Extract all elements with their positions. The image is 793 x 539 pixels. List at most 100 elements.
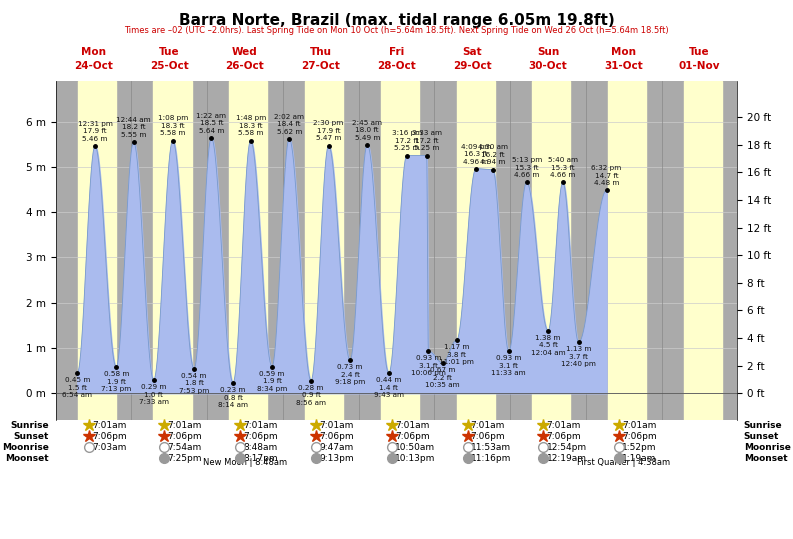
Bar — [381, 81, 419, 420]
Text: 11:16pm: 11:16pm — [471, 453, 511, 462]
Text: 25-Oct: 25-Oct — [150, 61, 189, 71]
Text: 0.93 m
3.1 ft
11:33 am: 0.93 m 3.1 ft 11:33 am — [492, 355, 526, 376]
Text: 11:53am: 11:53am — [471, 443, 511, 452]
Text: Sunrise: Sunrise — [744, 421, 783, 430]
Text: 5:40 am
15.3 ft
4.66 m: 5:40 am 15.3 ft 4.66 m — [548, 157, 578, 178]
Text: Sun: Sun — [537, 46, 559, 57]
Text: 12:19am: 12:19am — [546, 453, 587, 462]
Text: 7:25pm: 7:25pm — [167, 453, 202, 462]
Text: 7:06pm: 7:06pm — [623, 432, 657, 441]
Text: New Moon | 8:48am: New Moon | 8:48am — [203, 458, 287, 467]
Text: 7:01am: 7:01am — [243, 421, 278, 430]
Text: 7:06pm: 7:06pm — [471, 432, 505, 441]
Text: 1:08 pm
18.3 ft
5.58 m: 1:08 pm 18.3 ft 5.58 m — [158, 115, 188, 136]
Text: 7:06pm: 7:06pm — [243, 432, 278, 441]
Text: 0.45 m
1.5 ft
6:54 am: 0.45 m 1.5 ft 6:54 am — [63, 377, 92, 398]
Text: 7:03am: 7:03am — [92, 443, 126, 452]
Text: 7:01am: 7:01am — [395, 421, 429, 430]
Text: 29-Oct: 29-Oct — [453, 61, 492, 71]
Text: 7:01am: 7:01am — [92, 421, 126, 430]
Text: 7:01am: 7:01am — [319, 421, 354, 430]
Text: 5:13 pm
15.3 ft
4.66 m: 5:13 pm 15.3 ft 4.66 m — [511, 157, 542, 178]
Text: 28-Oct: 28-Oct — [377, 61, 416, 71]
Text: 7:01am: 7:01am — [546, 421, 580, 430]
Text: 0.28 m
0.9 ft
8:56 am: 0.28 m 0.9 ft 8:56 am — [296, 385, 326, 406]
Text: 1.17 m
3.8 ft
11:01 pm: 1.17 m 3.8 ft 11:01 pm — [439, 344, 474, 365]
Text: 24-Oct: 24-Oct — [74, 61, 113, 71]
Text: 0.54 m
1.8 ft
7:53 pm: 0.54 m 1.8 ft 7:53 pm — [179, 373, 209, 394]
Bar — [457, 81, 495, 420]
Text: Thu: Thu — [310, 46, 331, 57]
Text: 1.38 m
4.5 ft
12:04 am: 1.38 m 4.5 ft 12:04 am — [531, 335, 565, 356]
Text: First Quarter | 4:38am: First Quarter | 4:38am — [577, 458, 670, 467]
Text: 0.59 m
1.9 ft
8:34 pm: 0.59 m 1.9 ft 8:34 pm — [257, 371, 287, 392]
Bar — [684, 81, 722, 420]
Text: 7:01am: 7:01am — [471, 421, 505, 430]
Text: 27-Oct: 27-Oct — [301, 61, 340, 71]
Text: 0.23 m
0.8 ft
8:14 am: 0.23 m 0.8 ft 8:14 am — [218, 387, 248, 408]
Text: 7:06pm: 7:06pm — [546, 432, 581, 441]
Text: 10:50am: 10:50am — [395, 443, 435, 452]
Text: 1:52pm: 1:52pm — [623, 443, 657, 452]
Text: 7:06pm: 7:06pm — [92, 432, 126, 441]
Text: 7:06pm: 7:06pm — [167, 432, 202, 441]
Text: 7:01am: 7:01am — [623, 421, 657, 430]
Text: 26-Oct: 26-Oct — [225, 61, 264, 71]
Text: 4:09 pm
16.3 ft
4.96 m: 4:09 pm 16.3 ft 4.96 m — [461, 143, 491, 164]
Text: 9:47am: 9:47am — [319, 443, 354, 452]
Text: Moonrise: Moonrise — [2, 443, 49, 452]
Text: 01-Nov: 01-Nov — [679, 61, 720, 71]
Text: Times are –02 (UTC –2.0hrs). Last Spring Tide on Mon 10 Oct (h=5.64m 18.5ft). Ne: Times are –02 (UTC –2.0hrs). Last Spring… — [125, 26, 668, 35]
Text: Tue: Tue — [689, 46, 710, 57]
Text: 30-Oct: 30-Oct — [529, 61, 568, 71]
Text: 7:54am: 7:54am — [167, 443, 202, 452]
Text: 2:02 am
18.4 ft
5.62 m: 2:02 am 18.4 ft 5.62 m — [274, 114, 305, 135]
Text: Sunset: Sunset — [13, 432, 49, 441]
Text: Sunrise: Sunrise — [10, 421, 49, 430]
Text: Moonrise: Moonrise — [744, 443, 791, 452]
Text: Mon: Mon — [81, 46, 106, 57]
Text: 31-Oct: 31-Oct — [604, 61, 643, 71]
Text: 7:01am: 7:01am — [167, 421, 202, 430]
Text: 0.67 m
2.2 ft
10:35 am: 0.67 m 2.2 ft 10:35 am — [425, 367, 460, 388]
Text: 3:33 am
17.2 ft
5.25 m: 3:33 am 17.2 ft 5.25 m — [412, 130, 442, 151]
Text: 1:19am: 1:19am — [623, 453, 657, 462]
Text: 9:13pm: 9:13pm — [319, 453, 354, 462]
Text: Moonset: Moonset — [744, 453, 787, 462]
Text: 1.13 m
3.7 ft
12:40 pm: 1.13 m 3.7 ft 12:40 pm — [561, 346, 596, 367]
Text: Moonset: Moonset — [6, 453, 49, 462]
Text: Mon: Mon — [611, 46, 636, 57]
Text: 3:16 pm
17.2 ft
5.25 m: 3:16 pm 17.2 ft 5.25 m — [392, 130, 422, 151]
Bar — [78, 81, 116, 420]
Text: 0.73 m
2.4 ft
9:18 pm: 0.73 m 2.4 ft 9:18 pm — [335, 364, 366, 385]
Text: 12:54pm: 12:54pm — [546, 443, 587, 452]
Bar — [608, 81, 646, 420]
Text: 7:06pm: 7:06pm — [319, 432, 354, 441]
Text: 4:30 am
16.2 ft
4.94 m: 4:30 am 16.2 ft 4.94 m — [478, 144, 508, 165]
Text: 2:30 pm
17.9 ft
5.47 m: 2:30 pm 17.9 ft 5.47 m — [313, 120, 343, 141]
Bar — [229, 81, 267, 420]
Text: 8:17pm: 8:17pm — [243, 453, 278, 462]
Text: Tue: Tue — [159, 46, 179, 57]
Text: Sunset: Sunset — [744, 432, 780, 441]
Text: 12:31 pm
17.9 ft
5.46 m: 12:31 pm 17.9 ft 5.46 m — [78, 121, 113, 142]
Text: 0.44 m
1.4 ft
9:43 am: 0.44 m 1.4 ft 9:43 am — [374, 377, 404, 398]
Bar — [305, 81, 343, 420]
Text: 8:48am: 8:48am — [243, 443, 278, 452]
Text: 7:06pm: 7:06pm — [395, 432, 430, 441]
Text: Sat: Sat — [462, 46, 482, 57]
Text: 6:32 pm
14.7 ft
4.48 m: 6:32 pm 14.7 ft 4.48 m — [592, 165, 622, 186]
Text: 2:45 am
18.0 ft
5.49 m: 2:45 am 18.0 ft 5.49 m — [352, 120, 382, 141]
Text: 0.29 m
1.0 ft
7:33 am: 0.29 m 1.0 ft 7:33 am — [139, 384, 169, 405]
Bar — [153, 81, 192, 420]
Text: 0.58 m
1.9 ft
7:13 pm: 0.58 m 1.9 ft 7:13 pm — [101, 371, 132, 392]
Text: 1:48 pm
18.3 ft
5.58 m: 1:48 pm 18.3 ft 5.58 m — [236, 115, 266, 136]
Bar — [532, 81, 570, 420]
Text: 10:13pm: 10:13pm — [395, 453, 435, 462]
Text: 0.93 m
3.1 ft
10:06 pm: 0.93 m 3.1 ft 10:06 pm — [411, 355, 446, 376]
Text: Barra Norte, Brazil (max. tidal range 6.05m 19.8ft): Barra Norte, Brazil (max. tidal range 6.… — [178, 13, 615, 29]
Text: 12:44 am
18.2 ft
5.55 m: 12:44 am 18.2 ft 5.55 m — [117, 117, 151, 138]
Text: Wed: Wed — [232, 46, 258, 57]
Text: 1:22 am
18.5 ft
5.64 m: 1:22 am 18.5 ft 5.64 m — [197, 113, 226, 134]
Text: Fri: Fri — [389, 46, 404, 57]
